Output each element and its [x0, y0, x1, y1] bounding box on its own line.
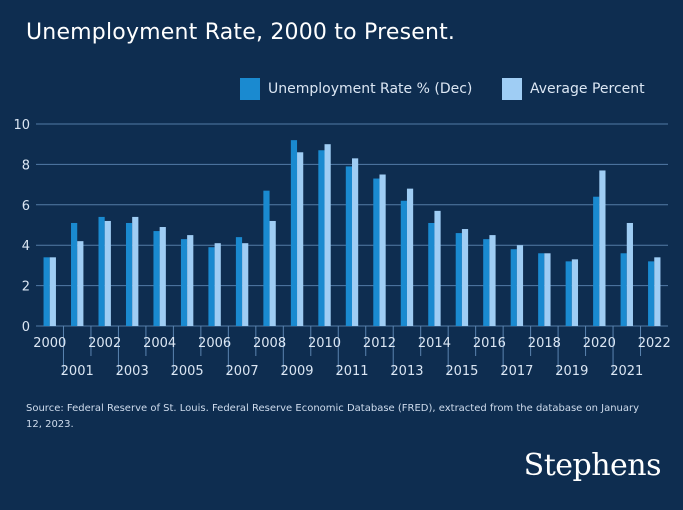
- y-tick-label: 0: [22, 320, 30, 335]
- bar-unemployment-rate: [400, 200, 407, 326]
- x-tick-label: 2020: [583, 336, 616, 351]
- bar-unemployment-rate: [235, 237, 243, 326]
- bar-unemployment-rate: [180, 239, 188, 326]
- legend-swatch-unemployment-rate: [240, 78, 260, 100]
- legend-item-unemployment-rate: Unemployment Rate % (Dec): [240, 78, 472, 100]
- x-tick-label: 2006: [198, 336, 231, 351]
- bar-average-percent: [516, 245, 524, 326]
- y-tick-label: 4: [22, 239, 30, 254]
- bar-average-percent: [297, 152, 304, 326]
- x-tick-label: 2003: [116, 364, 149, 379]
- bar-average-percent: [132, 216, 139, 326]
- bar-unemployment-rate: [208, 247, 215, 326]
- bar-unemployment-rate: [345, 166, 352, 326]
- x-tick-label: 2018: [528, 336, 561, 351]
- x-tick-label: 2022: [638, 336, 671, 351]
- bar-unemployment-rate: [428, 222, 435, 326]
- bar-average-percent: [654, 257, 661, 326]
- legend-swatch-average-percent: [502, 78, 522, 100]
- bar-average-percent: [461, 229, 469, 326]
- bar-average-percent: [49, 257, 56, 326]
- legend-item-average-percent: Average Percent: [502, 78, 645, 100]
- legend-label-unemployment-rate: Unemployment Rate % (Dec): [268, 81, 473, 97]
- bar-average-percent: [104, 220, 111, 326]
- bar-unemployment-rate: [98, 216, 105, 326]
- bar-unemployment-rate: [565, 261, 572, 326]
- chart-title: Unemployment Rate, 2000 to Present.: [26, 20, 456, 45]
- bar-average-percent: [599, 170, 606, 326]
- bar-unemployment-rate: [153, 231, 160, 326]
- bar-average-percent: [489, 235, 496, 326]
- bar-unemployment-rate: [125, 222, 133, 326]
- stephens-logo: Stephens: [523, 448, 662, 483]
- x-tick-label: 2016: [473, 336, 506, 351]
- bar-unemployment-rate: [318, 150, 325, 326]
- y-tick-label: 2: [22, 280, 30, 295]
- bar-average-percent: [626, 222, 633, 326]
- bar-unemployment-rate: [510, 249, 517, 326]
- x-tick-label: 2004: [143, 336, 176, 351]
- bar-unemployment-rate: [593, 196, 600, 326]
- x-tick-label: 2017: [500, 364, 533, 379]
- y-tick-label: 10: [13, 118, 30, 133]
- bar-average-percent: [159, 227, 166, 326]
- x-tick-label: 2013: [390, 364, 423, 379]
- x-tick-label: 2005: [171, 364, 204, 379]
- bar-unemployment-rate: [648, 261, 655, 326]
- x-tick-label: 2001: [61, 364, 94, 379]
- x-tick-label: 2014: [418, 336, 451, 351]
- bar-average-percent: [379, 174, 386, 326]
- x-tick-label: 2012: [363, 336, 396, 351]
- x-tick-label: 2010: [308, 336, 341, 351]
- bar-unemployment-rate: [290, 140, 298, 326]
- bar-average-percent: [242, 243, 249, 326]
- bar-average-percent: [544, 253, 551, 326]
- x-tick-label: 2015: [445, 364, 478, 379]
- bar-average-percent: [214, 243, 221, 326]
- y-tick-label: 8: [22, 158, 30, 173]
- x-tick-label: 2019: [555, 364, 588, 379]
- x-tick-label: 2021: [610, 364, 643, 379]
- bar-average-percent: [187, 235, 194, 326]
- bar-average-percent: [406, 188, 414, 326]
- bar-unemployment-rate: [455, 233, 462, 326]
- y-tick-label: 6: [22, 199, 30, 214]
- x-tick-label: 2002: [88, 336, 121, 351]
- unemployment-bar-chart: 0 2 4 6 8 10 2000 2001 2002 2003 2004 2005 2006 2007 2…: [13, 118, 671, 379]
- x-tick-label: 2011: [335, 364, 368, 379]
- bar-average-percent: [77, 241, 84, 326]
- x-tick-label: 2009: [280, 364, 313, 379]
- bar-average-percent: [571, 259, 579, 326]
- bar-unemployment-rate: [263, 190, 270, 326]
- bar-average-percent: [324, 144, 331, 326]
- bar-unemployment-rate: [373, 178, 380, 326]
- bar-average-percent: [434, 210, 441, 326]
- bar-unemployment-rate: [43, 257, 50, 326]
- bar-unemployment-rate: [71, 222, 78, 326]
- legend-label-average-percent: Average Percent: [530, 81, 645, 97]
- bar-average-percent: [352, 158, 359, 326]
- source-note: Source: Federal Reserve of St. Louis. Fe…: [26, 403, 640, 430]
- bar-unemployment-rate: [620, 253, 627, 326]
- x-tick-label: 2008: [253, 336, 286, 351]
- x-tick-label: 2007: [226, 364, 259, 379]
- bar-unemployment-rate: [483, 239, 490, 326]
- x-tick-label: 2000: [33, 336, 66, 351]
- bar-unemployment-rate: [538, 253, 545, 326]
- bar-average-percent: [269, 220, 276, 326]
